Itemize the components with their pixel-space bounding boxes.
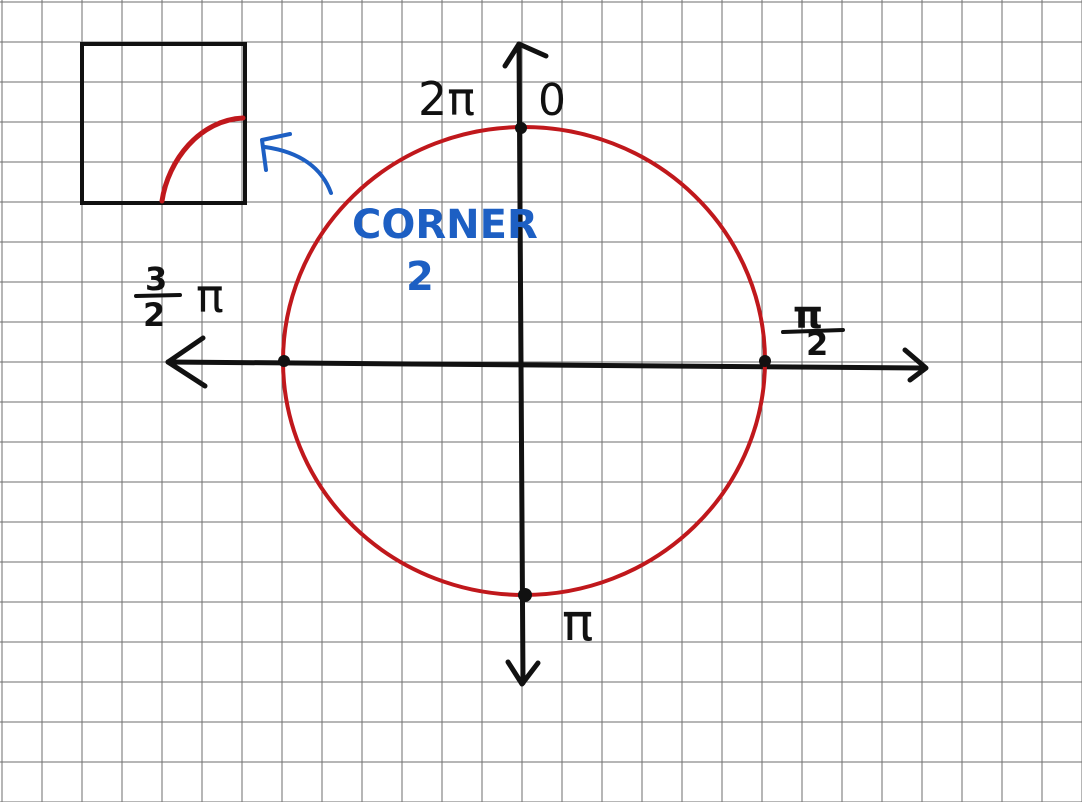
- three-halves-pi: π: [196, 269, 224, 323]
- right-arrowhead: [902, 347, 929, 383]
- corner-inset: [80, 42, 247, 205]
- inset-arc: [159, 115, 246, 204]
- three-halves-bar: [134, 293, 182, 298]
- point-right: [759, 355, 771, 367]
- curved-arrow-icon: [260, 132, 333, 195]
- left-arrowhead: [165, 335, 208, 389]
- pi-over-2-bar: [781, 328, 845, 334]
- intersection-points: [278, 122, 771, 602]
- top-arrowhead: [502, 41, 549, 69]
- point-left: [278, 355, 290, 367]
- note-line-2: 2: [406, 254, 434, 300]
- label-zero: 0: [538, 75, 566, 126]
- three-halves-numerator: 3: [145, 260, 167, 298]
- point-top: [515, 122, 527, 134]
- bottom-arrowhead: [505, 659, 541, 687]
- vertical-axis: [516, 41, 526, 686]
- three-halves-denominator: 2: [143, 296, 165, 334]
- note-line-1: CORNER: [352, 202, 538, 248]
- label-2pi: 2π: [418, 72, 475, 126]
- label-pi: π: [562, 593, 593, 653]
- pi-over-2-denominator: 2: [806, 325, 828, 363]
- point-bottom: [518, 588, 532, 602]
- axes: [165, 41, 929, 687]
- horizontal-axis: [165, 359, 925, 371]
- label-3-over-2-pi: 3 2 π: [134, 260, 224, 334]
- label-pi-over-2: π 2: [781, 293, 845, 363]
